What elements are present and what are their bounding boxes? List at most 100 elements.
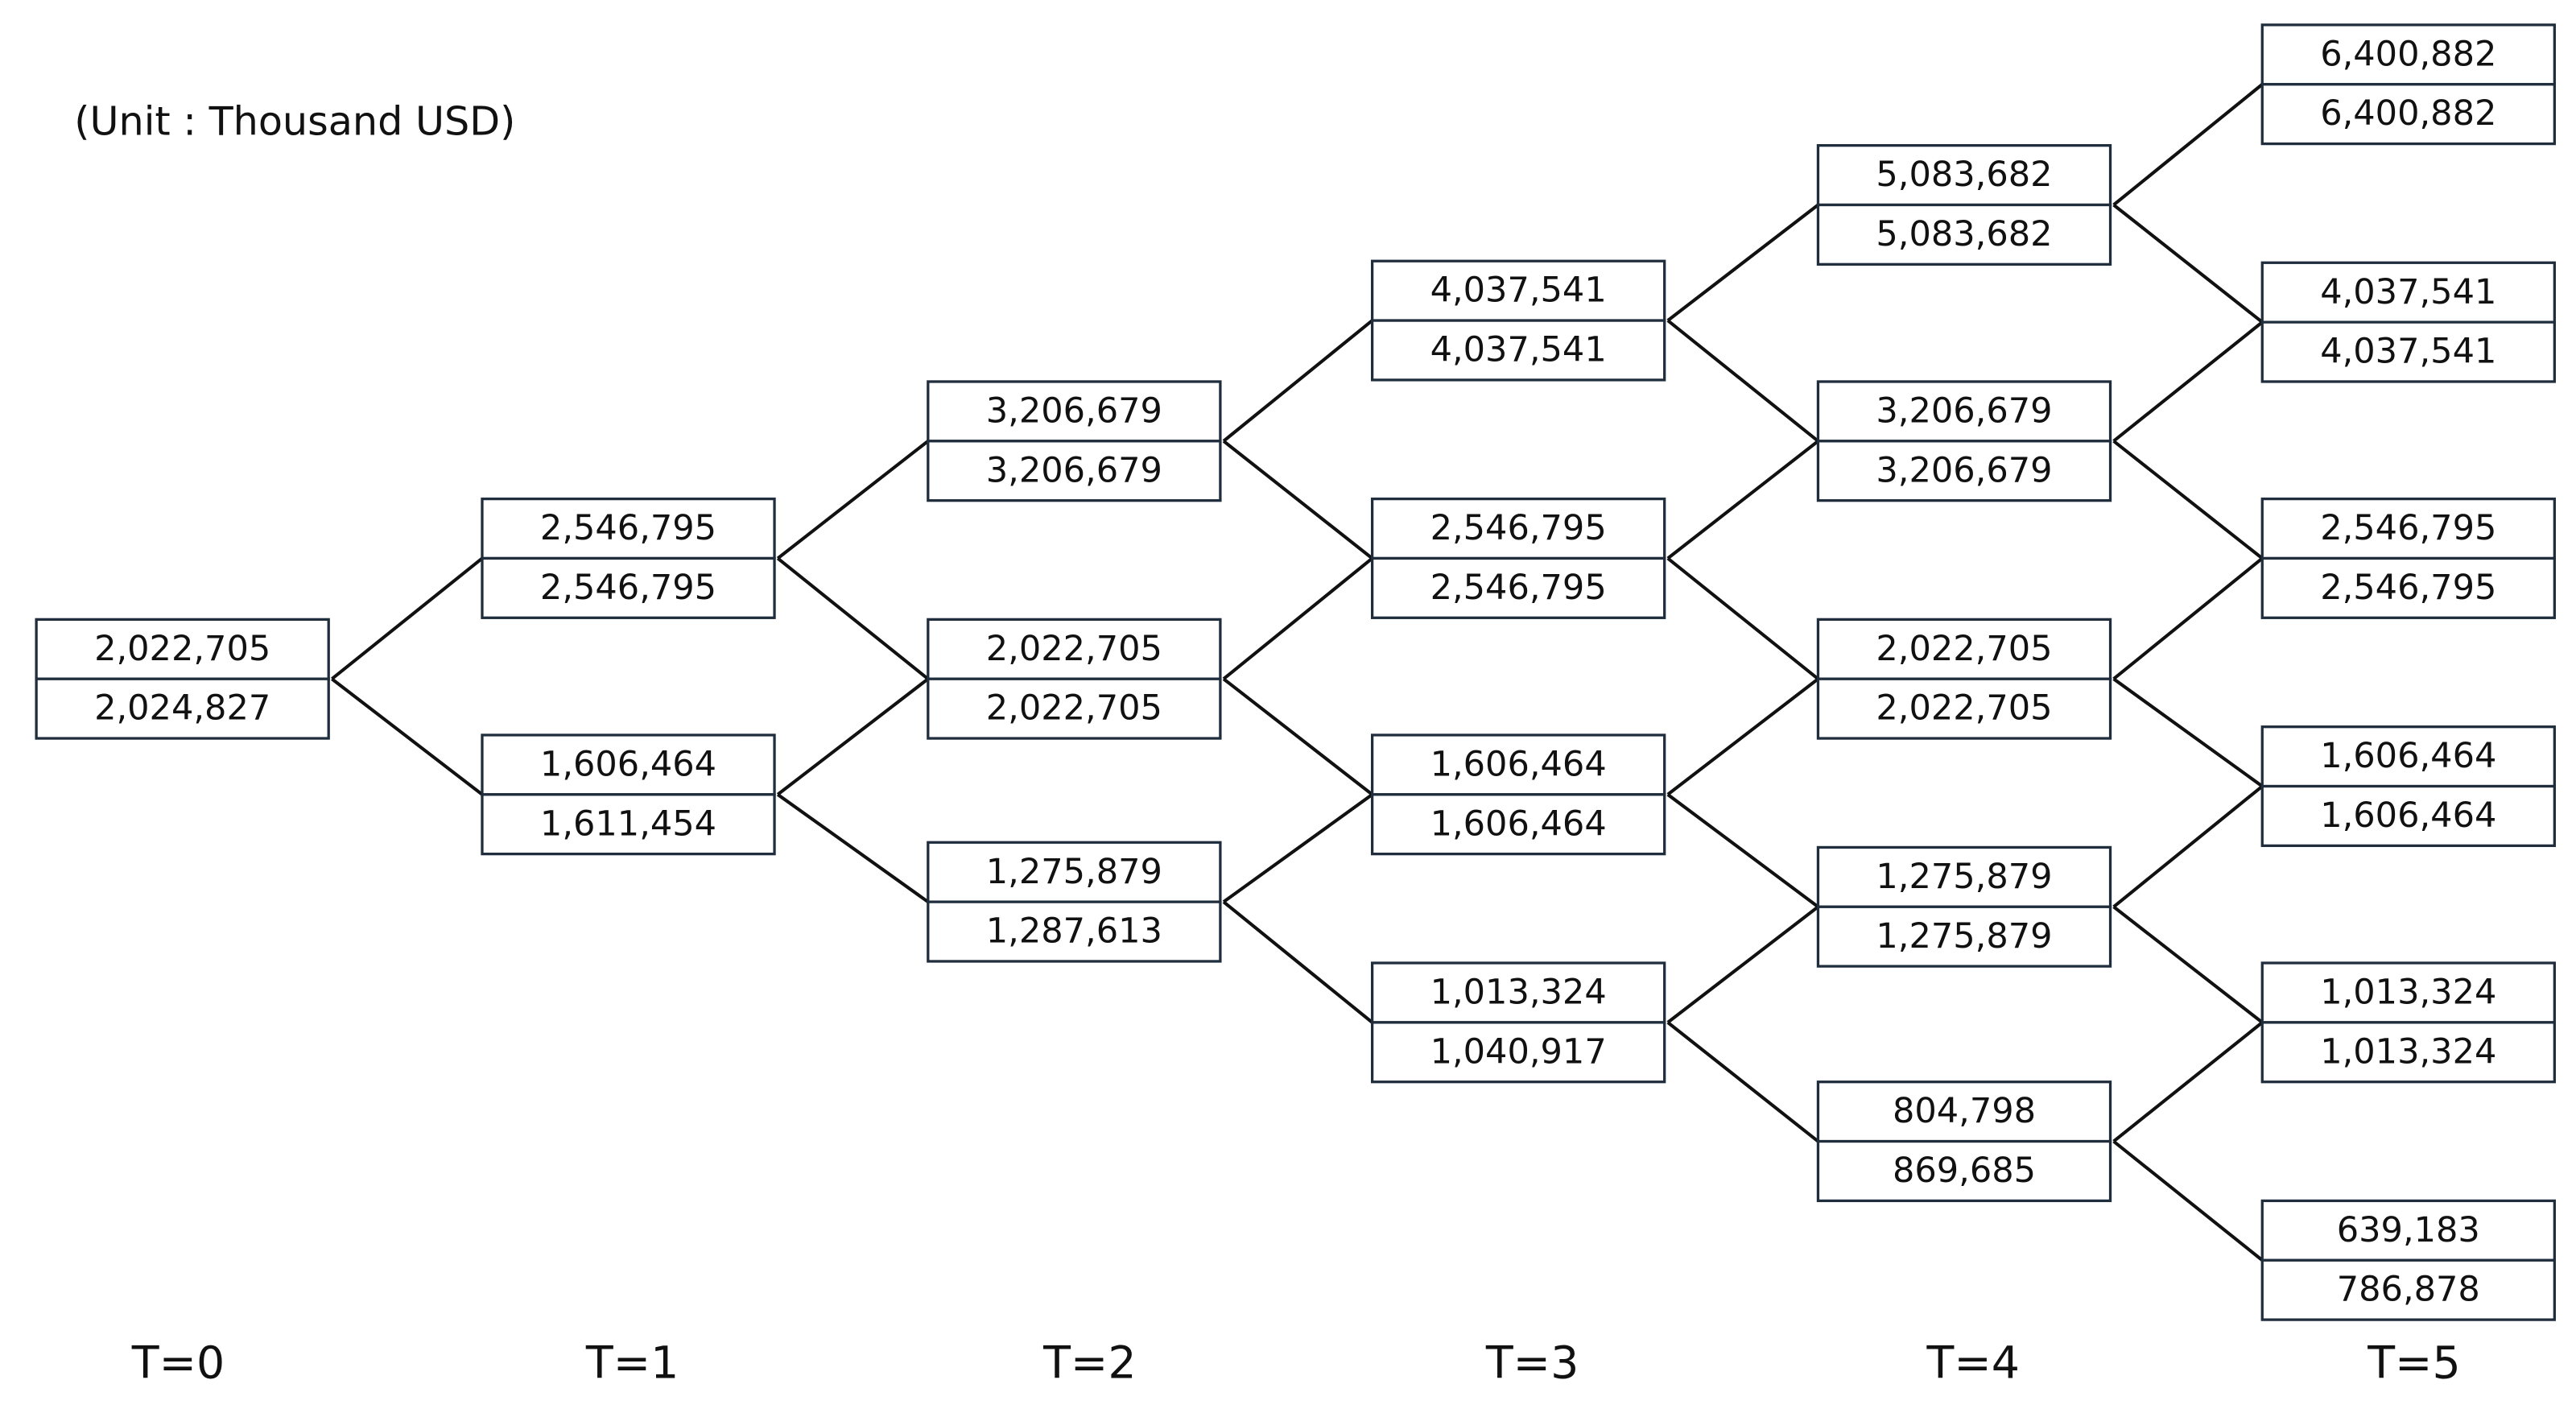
edge	[1666, 793, 1819, 908]
edge	[2112, 1021, 2264, 1143]
node-cell	[35, 618, 330, 680]
edge	[2112, 556, 2264, 680]
time-label: T=0	[131, 1338, 225, 1390]
node-cell	[481, 556, 776, 619]
node-cell	[1816, 143, 2112, 207]
time-label: T=4	[1926, 1338, 2020, 1390]
edge	[776, 677, 930, 796]
edge	[2112, 320, 2264, 443]
node-value: 2,022,705	[94, 629, 270, 669]
node-value: 2,022,705	[986, 629, 1162, 669]
node-cell	[481, 793, 776, 856]
node-value: 1,040,917	[1430, 1031, 1607, 1072]
edge	[2112, 677, 2264, 788]
edge	[1666, 677, 1819, 796]
edge	[776, 440, 930, 560]
node-value: 1,013,324	[2320, 973, 2496, 1013]
node-cell	[1370, 556, 1666, 619]
node-value: 786,878	[2337, 1270, 2480, 1310]
edge	[1666, 1021, 1819, 1143]
node-value: 4,037,541	[2320, 332, 2496, 372]
node-value: 2,022,705	[986, 688, 1162, 729]
node-cell	[1816, 1081, 2112, 1143]
node-value: 1,606,464	[540, 744, 716, 784]
node-cell	[2260, 784, 2556, 848]
node-value: 1,287,613	[986, 911, 1162, 952]
node-cell	[2260, 725, 2556, 788]
node-value: 3,206,679	[986, 450, 1162, 490]
node-value: 2,022,705	[1876, 688, 2052, 729]
node-cell	[1816, 1139, 2112, 1203]
node-value: 2,546,795	[1430, 508, 1607, 548]
node-value: 2,546,795	[540, 508, 716, 548]
node-cell	[1816, 905, 2112, 968]
edge	[2112, 1139, 2264, 1262]
edge	[1666, 203, 1819, 322]
node-cell	[2260, 1021, 2556, 1084]
edge	[776, 793, 930, 903]
node-cell	[2260, 83, 2556, 146]
edge	[331, 677, 484, 796]
node-value: 1,606,464	[2320, 795, 2496, 836]
node-cell	[2260, 1258, 2556, 1321]
edge	[2112, 203, 2264, 324]
node-value: 2,022,705	[1876, 629, 2052, 669]
node-value: 2,546,795	[2320, 508, 2496, 548]
node-cell	[1370, 793, 1666, 856]
edge	[1666, 440, 1819, 560]
node-cell	[2260, 961, 2556, 1024]
node-cell	[2260, 556, 2556, 619]
node-cell	[2260, 261, 2556, 324]
node-cell	[927, 841, 1222, 903]
node-value: 6,400,882	[2320, 34, 2496, 74]
edge	[1222, 677, 1373, 796]
node-value: 2,546,795	[1430, 568, 1607, 608]
node-value: 5,083,682	[1876, 214, 2052, 254]
node-cell	[927, 677, 1222, 740]
node-value: 3,206,679	[986, 390, 1162, 431]
node-cell	[927, 440, 1222, 502]
edge	[2112, 784, 2264, 908]
node-cell	[35, 677, 330, 740]
node-cell	[1370, 961, 1666, 1024]
time-label: T=5	[2367, 1338, 2460, 1390]
edge	[2112, 440, 2264, 560]
edge	[1222, 556, 1373, 680]
node-value: 804,798	[1893, 1091, 2036, 1131]
node-cell	[1816, 440, 2112, 502]
edge	[1222, 440, 1373, 560]
node-cell	[1370, 1021, 1666, 1084]
node-cell	[1816, 380, 2112, 443]
node-value: 2,546,795	[540, 568, 716, 608]
node-value: 1,606,464	[1430, 804, 1607, 844]
node-value: 1,606,464	[1430, 744, 1607, 784]
node-cell	[2260, 23, 2556, 86]
node-cell	[1370, 733, 1666, 796]
unit-note: (Unit : Thousand USD)	[74, 97, 515, 144]
node-value: 2,546,795	[2320, 568, 2496, 608]
node-value: 1,275,879	[1876, 857, 2052, 897]
node-cell	[1816, 845, 2112, 908]
edge	[2112, 83, 2264, 207]
edge	[1666, 319, 1819, 443]
edge	[776, 556, 930, 680]
edge	[1222, 319, 1373, 443]
node-value: 1,013,324	[1430, 973, 1607, 1013]
edge	[1222, 900, 1373, 1024]
edge	[331, 556, 484, 680]
node-value: 1,606,464	[2320, 736, 2496, 776]
node-value: 4,037,541	[1430, 271, 1607, 311]
node-value: 3,206,679	[1876, 450, 2052, 490]
node-value: 3,206,679	[1876, 390, 2052, 431]
edge	[1222, 793, 1373, 903]
time-label: T=3	[1485, 1338, 1579, 1390]
node-value: 1,275,879	[986, 852, 1162, 892]
node-value: 4,037,541	[2320, 272, 2496, 312]
node-value: 6,400,882	[2320, 93, 2496, 134]
time-label: T=1	[585, 1338, 679, 1390]
node-value: 639,183	[2337, 1210, 2480, 1250]
node-value: 1,275,879	[1876, 916, 2052, 957]
node-value: 1,611,454	[540, 804, 716, 844]
edge	[1666, 905, 1819, 1024]
